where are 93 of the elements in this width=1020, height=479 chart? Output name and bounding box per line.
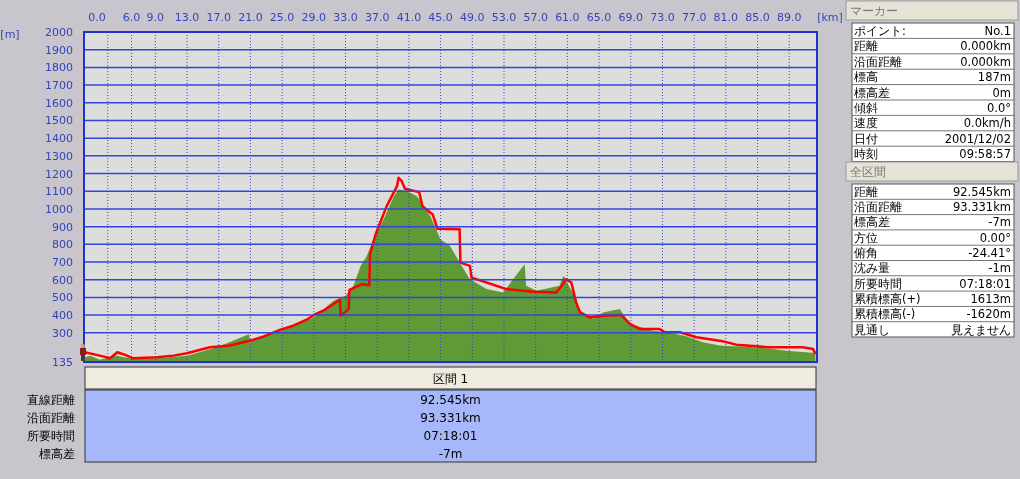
text: 2001/12/02 bbox=[944, 131, 1011, 146]
text: 見通し bbox=[854, 322, 890, 337]
y-tick-label: 800 bbox=[52, 238, 73, 252]
y-tick-label: 135 bbox=[52, 356, 73, 369]
y-tick-label: 1700 bbox=[45, 79, 73, 93]
text: 沈み量 bbox=[854, 261, 890, 276]
text: 区間 1 bbox=[432, 372, 469, 386]
text: 直線距離 bbox=[27, 393, 75, 407]
y-tick-label: 1900 bbox=[45, 43, 73, 57]
x-tick-label: 77.0 bbox=[681, 11, 707, 24]
y-tick-label: 1800 bbox=[45, 61, 73, 75]
y-tick-label: 400 bbox=[52, 309, 73, 323]
x-axis-title: [km] bbox=[817, 11, 843, 24]
x-tick-label: 9.0 bbox=[146, 11, 165, 24]
y-tick-label: 1300 bbox=[45, 149, 73, 163]
text: 93.331km bbox=[952, 200, 1011, 215]
y-tick-label: 900 bbox=[52, 220, 73, 234]
y-tick-label: 700 bbox=[52, 256, 73, 270]
text: 見えません bbox=[951, 322, 1011, 337]
x-tick-label: 61.0 bbox=[555, 11, 580, 24]
text: 0.000km bbox=[960, 39, 1011, 54]
text: 俯角 bbox=[854, 246, 878, 260]
text: 07:18:01 bbox=[959, 276, 1011, 291]
text: 方位 bbox=[854, 230, 878, 245]
text: 92.545km bbox=[420, 393, 481, 407]
text: 標高差 bbox=[854, 215, 890, 230]
text: 所要時間 bbox=[854, 276, 902, 291]
text: 0.0km/h bbox=[963, 116, 1011, 131]
text: 累積標高(+) bbox=[854, 291, 921, 306]
y-tick-label: 600 bbox=[52, 273, 73, 287]
x-tick-label: 81.0 bbox=[713, 11, 739, 24]
text: -7m bbox=[438, 447, 463, 461]
x-tick-label: 21.0 bbox=[238, 11, 263, 24]
x-tick-label: 33.0 bbox=[333, 11, 358, 24]
x-tick-label: 57.0 bbox=[523, 11, 548, 24]
text: 距離 bbox=[854, 39, 878, 54]
y-tick-label: 500 bbox=[52, 291, 73, 305]
text: 09:58:57 bbox=[959, 147, 1011, 162]
text: 所要時間 bbox=[27, 429, 75, 443]
y-axis-title: [m] bbox=[0, 28, 20, 41]
x-tick-label: 89.0 bbox=[777, 11, 802, 24]
text: 0m bbox=[992, 85, 1011, 100]
y-tick-label: 300 bbox=[52, 326, 73, 340]
x-tick-label: 17.0 bbox=[206, 11, 231, 24]
y-tick-label: 1600 bbox=[45, 96, 73, 110]
text: 1613m bbox=[970, 291, 1011, 306]
text: マーカー bbox=[850, 4, 898, 18]
text: 時刻 bbox=[854, 147, 878, 162]
text: -24.41° bbox=[968, 246, 1011, 260]
text: -1m bbox=[988, 261, 1011, 276]
x-tick-label: 73.0 bbox=[650, 11, 675, 24]
x-tick-label: 65.0 bbox=[586, 11, 612, 24]
text: 07:18:01 bbox=[423, 429, 478, 443]
y-tick-label: 2000 bbox=[45, 26, 73, 39]
text: 日付 bbox=[854, 131, 878, 146]
x-tick-label: 6.0 bbox=[122, 11, 141, 24]
x-tick-label: 13.0 bbox=[174, 11, 200, 24]
text: 速度 bbox=[854, 116, 878, 131]
text: 標高差 bbox=[39, 447, 75, 461]
x-tick-label: 37.0 bbox=[364, 11, 390, 24]
x-tick-label: 0.0 bbox=[88, 11, 106, 24]
text: 93.331km bbox=[420, 411, 481, 425]
text: 沿面距離 bbox=[854, 54, 902, 69]
y-tick-label: 1500 bbox=[45, 114, 73, 128]
text: 沿面距離 bbox=[27, 411, 75, 425]
y-tick-label: 1200 bbox=[45, 167, 73, 181]
text: 187m bbox=[977, 70, 1011, 85]
text: 0.000km bbox=[960, 54, 1011, 69]
x-tick-label: 49.0 bbox=[460, 11, 485, 24]
text: -1620m bbox=[966, 307, 1011, 322]
text: 傾斜 bbox=[854, 100, 878, 115]
x-tick-label: 53.0 bbox=[491, 11, 517, 24]
text: 標高 bbox=[854, 70, 878, 85]
text: 0.0° bbox=[986, 100, 1011, 115]
x-tick-label: 85.0 bbox=[745, 11, 770, 24]
x-tick-label: 45.0 bbox=[428, 11, 453, 24]
x-tick-label: 25.0 bbox=[269, 11, 295, 24]
x-tick-label: 29.0 bbox=[301, 11, 327, 24]
text: 累積標高(-) bbox=[854, 307, 916, 322]
text: 標高差 bbox=[854, 85, 890, 100]
text: No.1 bbox=[984, 23, 1011, 38]
text: 距離 bbox=[854, 184, 878, 199]
x-tick-label: 69.0 bbox=[618, 11, 644, 24]
y-tick-label: 1000 bbox=[45, 202, 73, 216]
y-tick-label: 1100 bbox=[45, 185, 73, 199]
x-tick-label: 41.0 bbox=[396, 11, 422, 24]
text: 沿面距離 bbox=[854, 200, 902, 215]
y-tick-label: 1400 bbox=[45, 132, 73, 146]
text: -7m bbox=[988, 215, 1011, 230]
text: 0.00° bbox=[979, 230, 1011, 245]
text: 全区間 bbox=[850, 165, 886, 179]
text: 92.545km bbox=[952, 184, 1011, 199]
text: ポイント: bbox=[854, 23, 906, 38]
